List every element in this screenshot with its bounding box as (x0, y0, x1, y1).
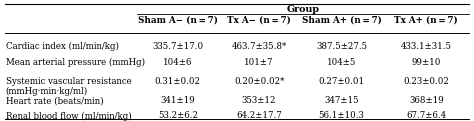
Text: Tx A− (n = 7): Tx A− (n = 7) (227, 15, 291, 24)
Text: 56.1±10.3: 56.1±10.3 (319, 111, 365, 121)
Text: 387.5±27.5: 387.5±27.5 (316, 42, 367, 51)
Text: Renal blood flow (ml/min/kg): Renal blood flow (ml/min/kg) (6, 111, 131, 121)
Text: 64.2±17.7: 64.2±17.7 (236, 111, 282, 121)
Text: 0.31±0.02: 0.31±0.02 (155, 76, 201, 86)
Text: 53.2±6.2: 53.2±6.2 (158, 111, 198, 121)
Text: Systemic vascular resistance
(mmHg·min·kg/ml): Systemic vascular resistance (mmHg·min·k… (6, 76, 131, 96)
Text: 353±12: 353±12 (242, 96, 276, 105)
Text: Sham A− (n = 7): Sham A− (n = 7) (138, 15, 218, 24)
Text: 335.7±17.0: 335.7±17.0 (152, 42, 203, 51)
Text: 104±5: 104±5 (327, 58, 356, 67)
Text: 0.20±0.02*: 0.20±0.02* (234, 76, 284, 86)
Text: 104±6: 104±6 (163, 58, 192, 67)
Text: 341±19: 341±19 (160, 96, 195, 105)
Text: 0.27±0.01: 0.27±0.01 (319, 76, 365, 86)
Text: Cardiac index (ml/min/kg): Cardiac index (ml/min/kg) (6, 42, 118, 51)
Text: Mean arterial pressure (mmHg): Mean arterial pressure (mmHg) (6, 58, 145, 67)
Text: 347±15: 347±15 (324, 96, 359, 105)
Text: 101±7: 101±7 (244, 58, 274, 67)
Text: 368±19: 368±19 (409, 96, 444, 105)
Text: Sham A+ (n = 7): Sham A+ (n = 7) (301, 15, 382, 24)
Text: Tx A+ (n = 7): Tx A+ (n = 7) (394, 15, 458, 24)
Text: Heart rate (beats/min): Heart rate (beats/min) (6, 96, 103, 105)
Text: 0.23±0.02: 0.23±0.02 (403, 76, 449, 86)
Text: 99±10: 99±10 (411, 58, 441, 67)
Text: 67.7±6.4: 67.7±6.4 (406, 111, 447, 121)
Text: 433.1±31.5: 433.1±31.5 (401, 42, 452, 51)
Text: 463.7±35.8*: 463.7±35.8* (231, 42, 287, 51)
Text: Group: Group (287, 5, 319, 14)
